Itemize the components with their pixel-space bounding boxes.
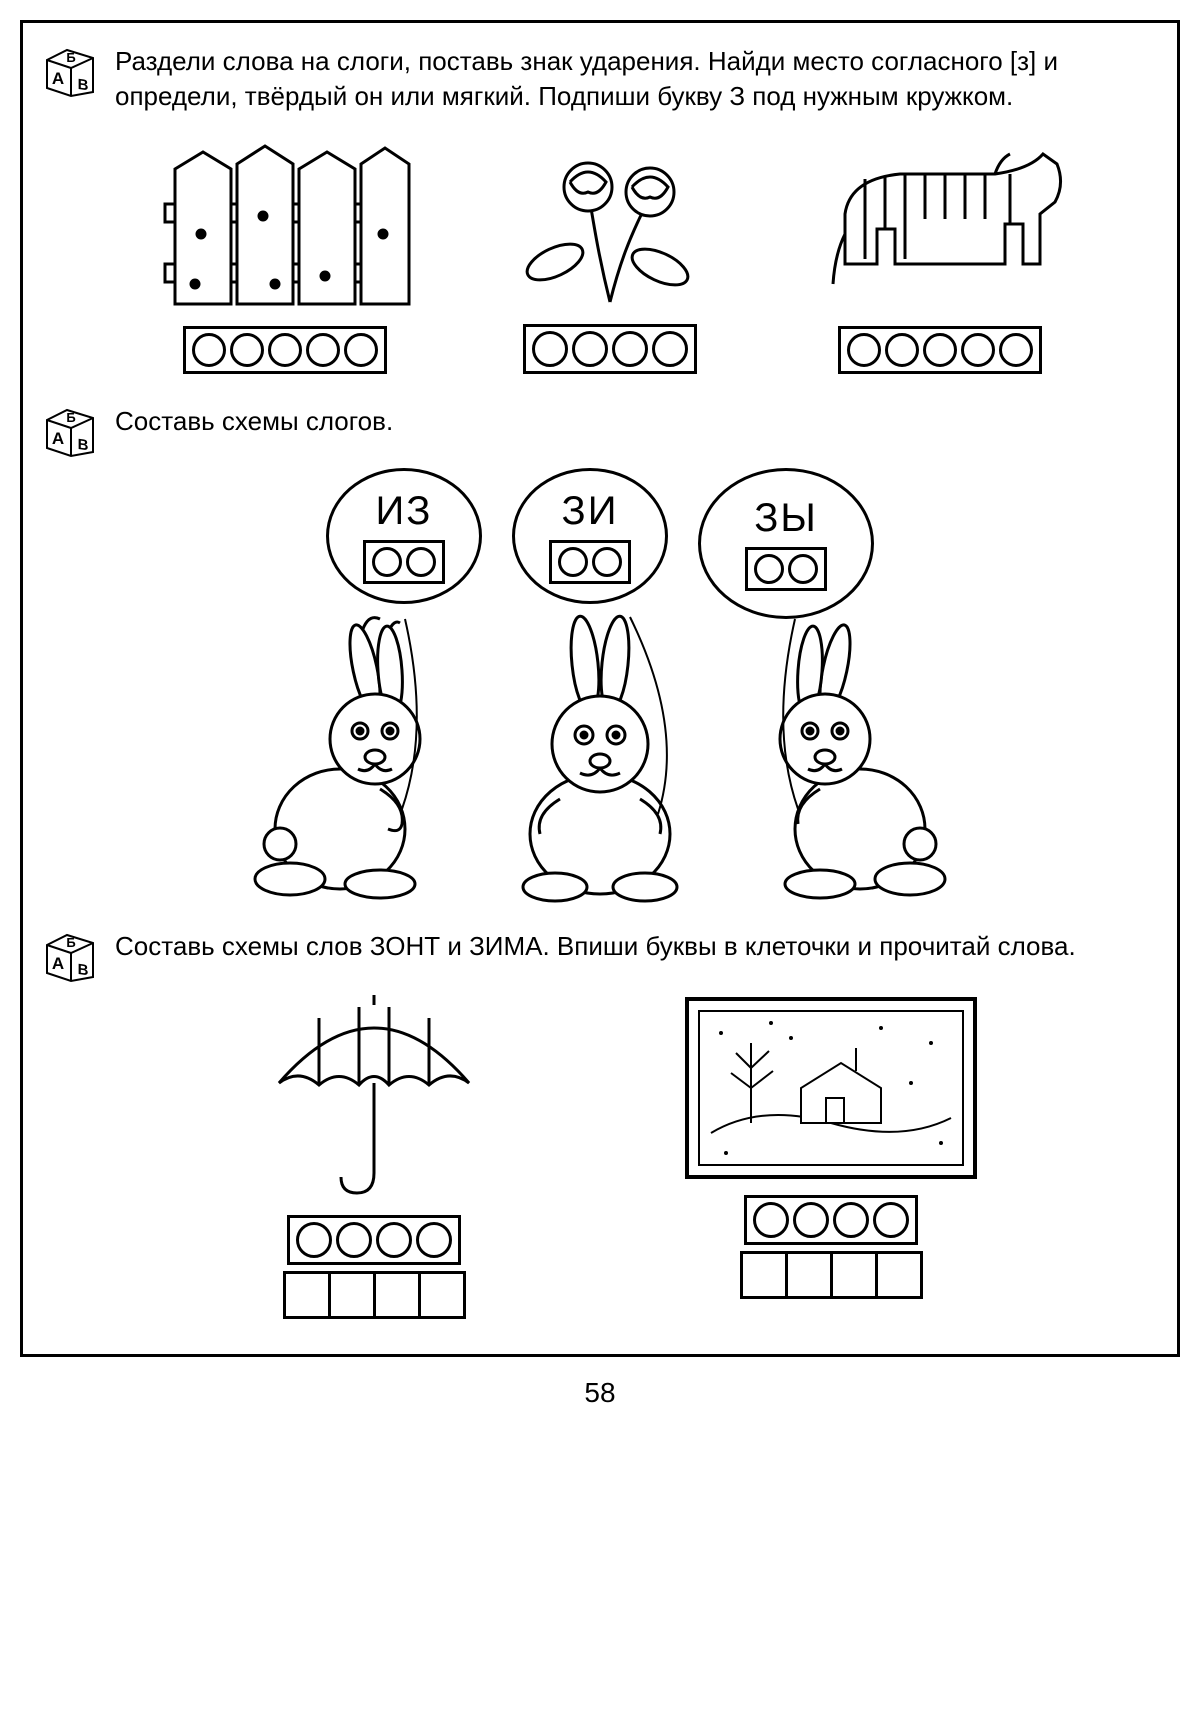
task-3-header: Б А В Составь схемы слов ЗОНТ и ЗИМА. Вп… [43,929,1157,983]
balloon-text: ИЗ [376,489,433,534]
balloon-text: ЗИ [562,489,619,534]
sound-circles-fence[interactable] [183,326,387,374]
task-1-images-row [113,124,1117,374]
letter-cube-icon: Б А В [43,404,97,458]
svg-text:В: В [78,76,89,94]
sound-circles-zebra[interactable] [838,326,1042,374]
task-1-instruction: Раздели слова на слоги, поставь знак уда… [115,44,1157,114]
task-1-header: Б А В Раздели слова на слоги, поставь зн… [43,44,1157,114]
item-winter [681,993,981,1319]
svg-text:Б: Б [66,410,75,425]
svg-text:А: А [52,954,64,973]
balloon-circles[interactable] [549,540,631,584]
item-umbrella [259,993,489,1319]
balloon-text: ЗЫ [754,496,818,541]
letter-cube-icon: Б А В [43,929,97,983]
winter-picture-icon [681,993,981,1183]
letter-cells-zont[interactable] [283,1271,466,1319]
sound-circles-rose[interactable] [523,324,697,374]
balloon-zy: ЗЫ [698,468,874,619]
svg-text:А: А [52,69,64,88]
rose-icon [500,142,720,312]
svg-text:Б: Б [66,935,75,950]
item-fence [155,134,415,374]
letter-cube-icon: Б А В [43,44,97,98]
svg-text:Б: Б [66,50,75,65]
sound-circles-zima[interactable] [744,1195,918,1245]
balloon-circles[interactable] [745,547,827,591]
task-2-instruction: Составь схемы слогов. [115,404,393,439]
task-3-instruction: Составь схемы слов ЗОНТ и ЗИМА. Впиши бу… [115,929,1076,964]
balloon-zi: ЗИ [512,468,668,619]
svg-text:В: В [78,961,89,979]
umbrella-icon [259,993,489,1203]
balloon-circles[interactable] [363,540,445,584]
zebra-icon [805,124,1075,314]
worksheet-page: Б А В Раздели слова на слоги, поставь зн… [20,20,1180,1357]
item-zebra [805,124,1075,374]
balloon-iz: ИЗ [326,468,482,619]
letter-cells-zima[interactable] [740,1251,923,1299]
sound-circles-zont[interactable] [287,1215,461,1265]
svg-text:А: А [52,429,64,448]
fence-icon [155,134,415,314]
rabbit-icon [730,609,970,909]
page-number: 58 [0,1377,1200,1409]
rabbit-icon [230,609,470,909]
item-rose [500,142,720,374]
rabbits-row [43,609,1157,909]
task-2-header: Б А В Составь схемы слогов. [43,404,1157,458]
svg-text:В: В [78,436,89,454]
balloons-row: ИЗ ЗИ ЗЫ [43,468,1157,619]
rabbit-icon [480,609,720,909]
task-3-row [163,993,1077,1319]
